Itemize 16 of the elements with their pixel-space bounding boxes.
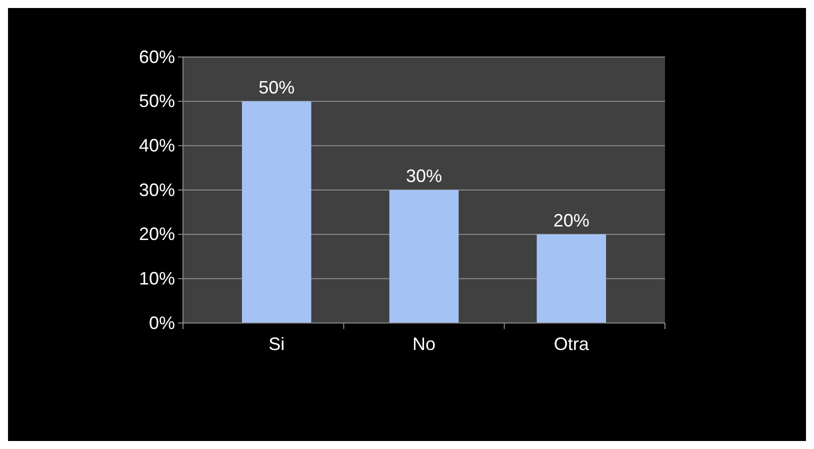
- y-tick-label: 10%: [138, 268, 175, 288]
- data-label: 30%: [406, 166, 442, 186]
- y-tick-label: 60%: [138, 46, 175, 67]
- data-label: 20%: [553, 210, 590, 230]
- x-tick-label: Otra: [554, 334, 590, 354]
- bar: [242, 101, 312, 323]
- bar: [536, 234, 606, 323]
- y-tick-label: 0%: [148, 312, 175, 333]
- x-tick-label: No: [412, 334, 436, 354]
- x-tick-label: Si: [268, 334, 285, 354]
- y-tick-label: 20%: [138, 224, 175, 244]
- data-label: 50%: [258, 77, 295, 98]
- y-tick-label: 40%: [138, 135, 175, 156]
- y-tick-label: 30%: [138, 180, 175, 200]
- y-tick-label: 50%: [138, 91, 175, 112]
- bar: [389, 190, 459, 323]
